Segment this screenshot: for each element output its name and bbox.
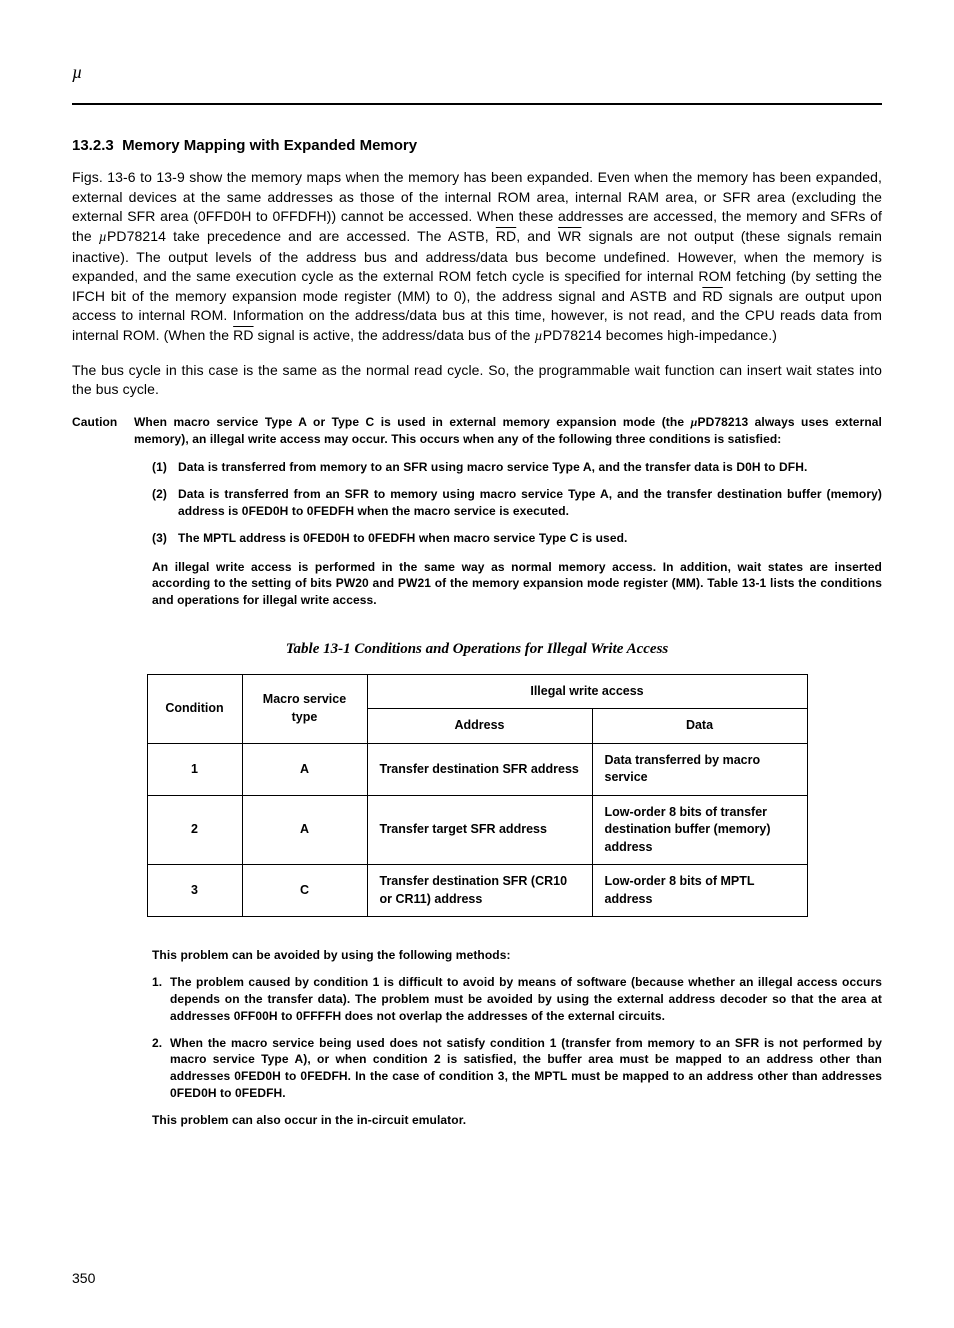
methods-list: 1. The problem caused by condition 1 is … — [152, 974, 882, 1102]
caution-item-3: (3) The MPTL address is 0FED0H to 0FEDFH… — [152, 530, 882, 547]
caution-item-2: (2) Data is transferred from an SFR to m… — [152, 486, 882, 520]
th-condition: Condition — [147, 674, 242, 743]
methods-intro: This problem can be avoided by using the… — [152, 947, 882, 964]
cell-addr-2: Transfer target SFR address — [367, 795, 592, 865]
th-data: Data — [592, 709, 807, 744]
caution-item-2-num: (2) — [152, 486, 178, 520]
cell-cond-1: 1 — [147, 743, 242, 795]
th-illegal: Illegal write access — [367, 674, 807, 709]
p1c: , and — [516, 228, 558, 244]
caution-item-3-text: The MPTL address is 0FED0H to 0FEDFH whe… — [178, 530, 882, 547]
p1g: PD78214 becomes high-impedance.) — [543, 327, 777, 343]
page-number: 350 — [72, 1269, 882, 1289]
cell-data-1: Data transferred by macro service — [592, 743, 807, 795]
caution-block: Caution When macro service Type A or Typ… — [72, 414, 882, 609]
paragraph-2: The bus cycle in this case is the same a… — [72, 361, 882, 400]
mu-symbol: µ — [99, 230, 107, 245]
caution-item-1-text: Data is transferred from memory to an SF… — [178, 459, 882, 476]
caution-intro: When macro service Type A or Type C is u… — [134, 414, 882, 448]
mu-symbol-3: µ — [691, 415, 698, 429]
methods-item-2: 2. When the macro service being used doe… — [152, 1035, 882, 1102]
methods-item-1: 1. The problem caused by condition 1 is … — [152, 974, 882, 1024]
table-row: 1 A Transfer destination SFR address Dat… — [147, 743, 807, 795]
caution-item-2-text: Data is transferred from an SFR to memor… — [178, 486, 882, 520]
section-number: 13.2.3 — [72, 137, 114, 154]
methods-item-1-num: 1. — [152, 974, 170, 1024]
section-title: 13.2.3 Memory Mapping with Expanded Memo… — [72, 135, 882, 156]
caution-intro-a: When macro service Type A or Type C is u… — [134, 415, 691, 429]
caution-list: (1) Data is transferred from memory to a… — [152, 459, 882, 546]
rd-signal-3: RD — [233, 327, 253, 343]
cell-type-3: C — [242, 865, 367, 917]
cell-cond-2: 2 — [147, 795, 242, 865]
cell-data-2: Low-order 8 bits of transfer destination… — [592, 795, 807, 865]
caution-label: Caution — [72, 414, 134, 448]
mu-symbol-2: µ — [535, 329, 543, 344]
rd-signal: RD — [496, 228, 516, 244]
cell-type-1: A — [242, 743, 367, 795]
header-rule — [72, 103, 882, 105]
cell-type-2: A — [242, 795, 367, 865]
methods-tail: This problem can also occur in the in-ci… — [152, 1112, 882, 1129]
cell-cond-3: 3 — [147, 865, 242, 917]
table-row: 3 C Transfer destination SFR (CR10 or CR… — [147, 865, 807, 917]
methods-item-2-num: 2. — [152, 1035, 170, 1102]
illegal-write-table: Condition Macro service type Illegal wri… — [147, 674, 808, 918]
caution-tail: An illegal write access is performed in … — [152, 559, 882, 609]
paragraph-1: Figs. 13-6 to 13-9 show the memory maps … — [72, 168, 882, 346]
table-row: 2 A Transfer target SFR address Low-orde… — [147, 795, 807, 865]
cell-data-3: Low-order 8 bits of MPTL address — [592, 865, 807, 917]
caution-item-3-num: (3) — [152, 530, 178, 547]
p1f: signal is active, the address/data bus o… — [254, 327, 535, 343]
cell-addr-1: Transfer destination SFR address — [367, 743, 592, 795]
table-title: Table 13-1 Conditions and Operations for… — [72, 639, 882, 660]
page-header-mu: µ — [72, 60, 882, 85]
wr-signal: WR — [558, 228, 582, 244]
rd-signal-2: RD — [702, 288, 722, 304]
methods-block: This problem can be avoided by using the… — [152, 947, 882, 1128]
caution-item-1: (1) Data is transferred from memory to a… — [152, 459, 882, 476]
table-header-row-1: Condition Macro service type Illegal wri… — [147, 674, 807, 709]
p1b: PD78214 take precedence and are accessed… — [107, 228, 496, 244]
methods-item-1-text: The problem caused by condition 1 is dif… — [170, 974, 882, 1024]
th-address: Address — [367, 709, 592, 744]
caution-item-1-num: (1) — [152, 459, 178, 476]
th-macro-type: Macro service type — [242, 674, 367, 743]
section-heading: Memory Mapping with Expanded Memory — [122, 137, 417, 154]
cell-addr-3: Transfer destination SFR (CR10 or CR11) … — [367, 865, 592, 917]
methods-item-2-text: When the macro service being used does n… — [170, 1035, 882, 1102]
